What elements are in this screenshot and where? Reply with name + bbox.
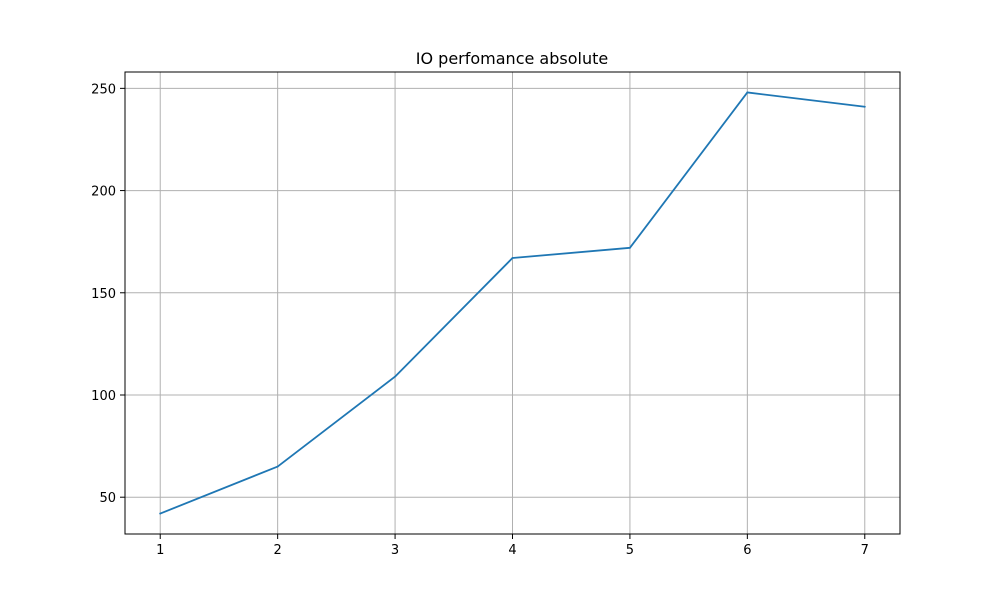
x-tick-label: 3 [391,543,399,558]
data-point [746,91,749,94]
y-tick-label: 100 [91,389,116,404]
y-axis: 50 100 150 200 250 [91,82,125,506]
data-point [863,105,866,108]
data-point [276,465,279,468]
x-tick-label: 7 [861,543,869,558]
y-tick-label: 250 [91,82,116,97]
y-tick-label: 150 [91,287,116,302]
y-tick-label: 200 [91,185,116,200]
x-tick-label: 2 [274,543,282,558]
x-tick-label: 4 [508,543,516,558]
data-point [394,375,396,378]
data-point [159,512,162,515]
x-tick-label: 1 [156,543,164,558]
y-tick-label: 50 [99,491,116,506]
data-point [629,246,631,249]
series-layer [159,91,866,515]
grid [125,72,900,534]
x-axis: 1 2 3 4 5 6 7 [156,534,869,558]
chart-title: IO perfomance absolute [416,49,608,68]
x-tick-label: 6 [743,543,751,558]
x-tick-label: 5 [626,543,634,558]
data-point [511,257,514,259]
